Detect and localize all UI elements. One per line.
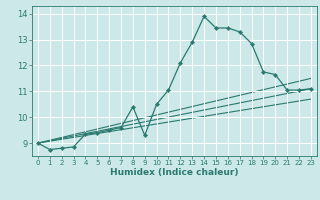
X-axis label: Humidex (Indice chaleur): Humidex (Indice chaleur)	[110, 168, 239, 177]
